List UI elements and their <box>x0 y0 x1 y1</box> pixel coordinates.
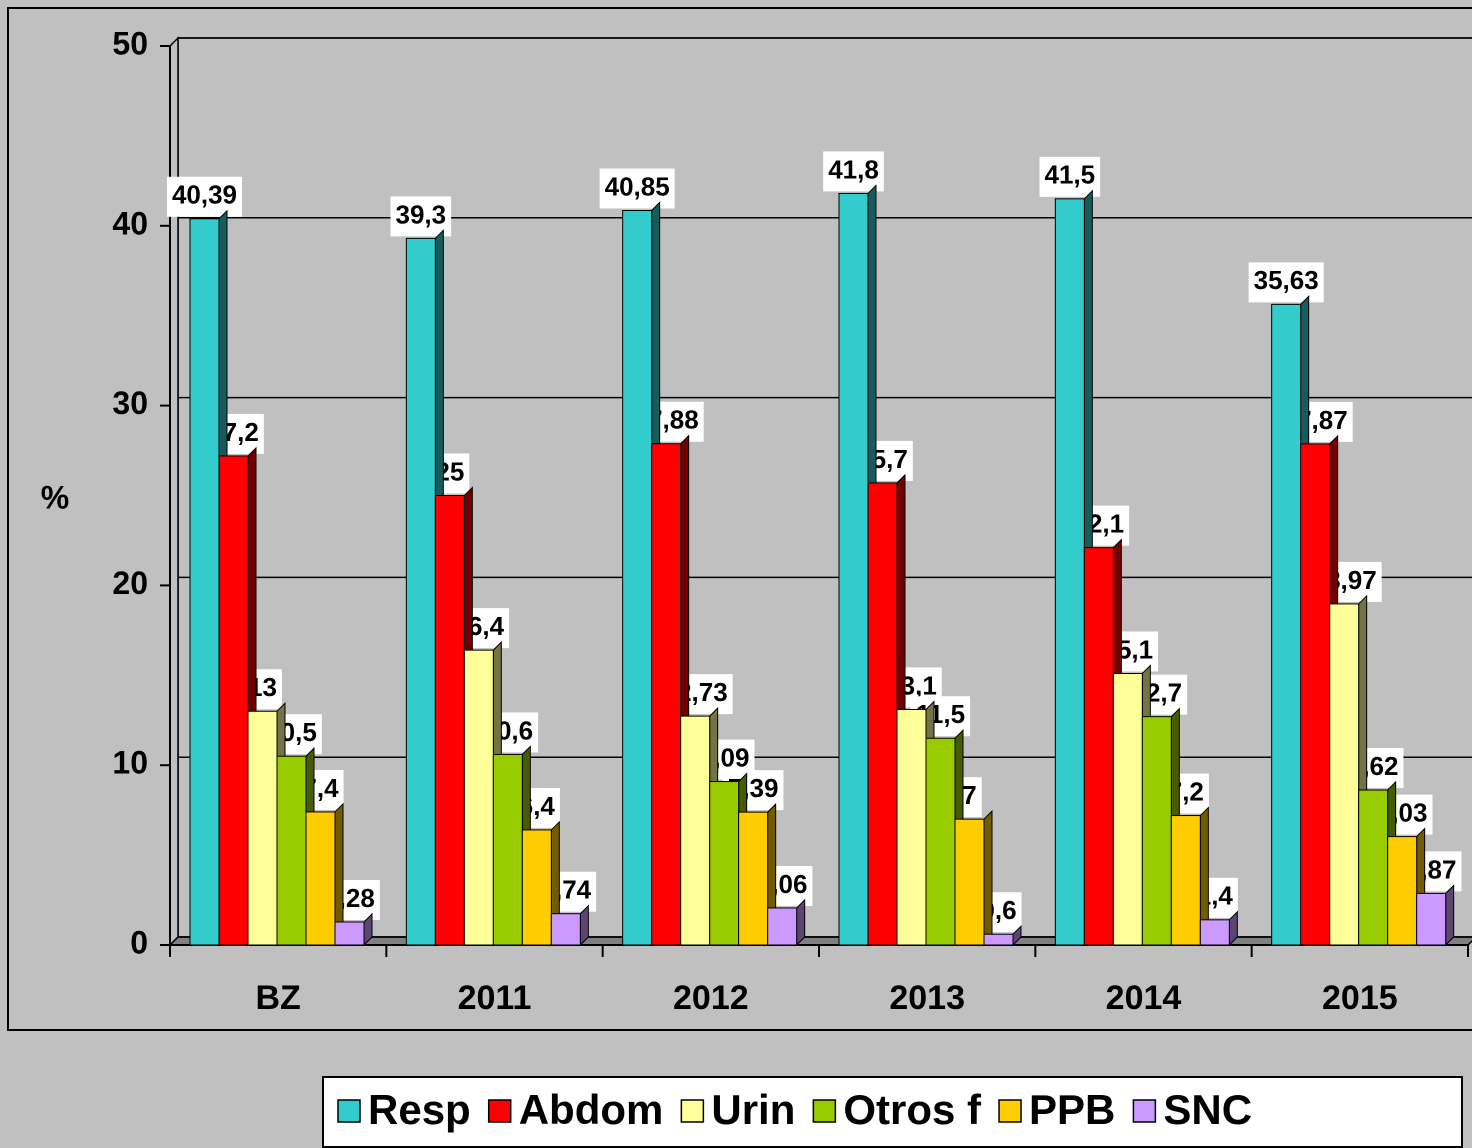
bar <box>1416 892 1447 946</box>
bar <box>1112 673 1143 946</box>
bar-side <box>796 898 806 947</box>
value-label-box <box>823 151 884 192</box>
legend-label: Resp <box>368 1086 471 1133</box>
bar <box>925 737 956 946</box>
bar <box>738 811 769 946</box>
bar <box>1199 919 1230 946</box>
y-tick-label: 20 <box>112 565 148 601</box>
y-tick-label: 50 <box>112 25 148 61</box>
legend-swatch <box>337 1099 361 1123</box>
bar <box>709 781 740 946</box>
bar <box>434 495 465 946</box>
y-tick-label: 0 <box>130 924 148 960</box>
bar <box>622 210 653 946</box>
bar <box>405 237 436 946</box>
bar <box>954 818 985 946</box>
x-tick-label: BZ <box>256 979 301 1017</box>
bar <box>247 710 278 946</box>
bar <box>1083 547 1114 946</box>
value-label: 40,39 <box>172 180 237 210</box>
bar <box>463 649 494 946</box>
legend-label: Abdom <box>519 1086 664 1133</box>
bar <box>1300 443 1331 946</box>
value-label: 35,63 <box>1254 265 1319 295</box>
y-tick-label: 30 <box>112 385 148 421</box>
legend-swatch <box>1132 1099 1157 1123</box>
value-label: 40,85 <box>605 171 670 201</box>
bar <box>983 933 1014 946</box>
legend-label: Urin <box>711 1086 795 1133</box>
value-label-box <box>1039 156 1101 197</box>
bar <box>550 913 581 946</box>
bar <box>334 921 365 946</box>
bar <box>680 715 711 946</box>
bar <box>867 482 898 946</box>
bar <box>838 192 869 946</box>
bar <box>1141 716 1172 946</box>
value-label: 7 <box>962 780 976 810</box>
legend-swatch <box>680 1099 705 1123</box>
bar <box>492 753 523 946</box>
bar <box>1329 603 1360 946</box>
bar-side <box>1445 884 1455 947</box>
value-label-box <box>390 196 452 237</box>
x-tick-label: 2012 <box>673 979 749 1017</box>
y-tick-label: 40 <box>112 205 148 241</box>
value-label-box <box>599 168 675 209</box>
legend-swatch <box>487 1099 512 1123</box>
value-label: 41,8 <box>828 154 879 184</box>
bar <box>1387 836 1418 946</box>
value-label-box <box>166 176 243 217</box>
bar <box>218 455 249 946</box>
bar <box>305 811 336 946</box>
y-tick-label: 10 <box>112 745 148 781</box>
bar-side <box>983 809 993 947</box>
legend-swatch <box>998 1099 1022 1123</box>
legend-label: PPB <box>1029 1086 1115 1133</box>
value-label: 41,5 <box>1045 160 1096 190</box>
bar <box>189 218 220 946</box>
bar <box>651 443 682 946</box>
bar <box>1054 198 1085 946</box>
bar <box>521 829 552 946</box>
bar <box>276 755 307 946</box>
legend: Resp Abdom Urin Otros f PPB SNC <box>322 1076 1463 1148</box>
bar <box>896 708 927 946</box>
x-tick-label: 2011 <box>458 979 532 1017</box>
y-axis-label: % <box>41 479 69 515</box>
legend-box <box>322 1076 1463 1148</box>
value-label: 39,3 <box>396 199 447 229</box>
x-tick-label: 2013 <box>889 979 965 1017</box>
bar <box>1271 303 1302 946</box>
value-label-box <box>1248 262 1324 303</box>
bar <box>1170 815 1201 946</box>
legend-label: Otros f <box>843 1086 982 1133</box>
x-tick-label: 2014 <box>1106 979 1182 1017</box>
legend-swatch <box>812 1099 837 1123</box>
left-wall <box>169 36 179 947</box>
bar <box>767 907 798 946</box>
bar <box>1358 789 1389 946</box>
legend-label: SNC <box>1163 1086 1252 1133</box>
x-tick-label: 2015 <box>1322 979 1398 1017</box>
